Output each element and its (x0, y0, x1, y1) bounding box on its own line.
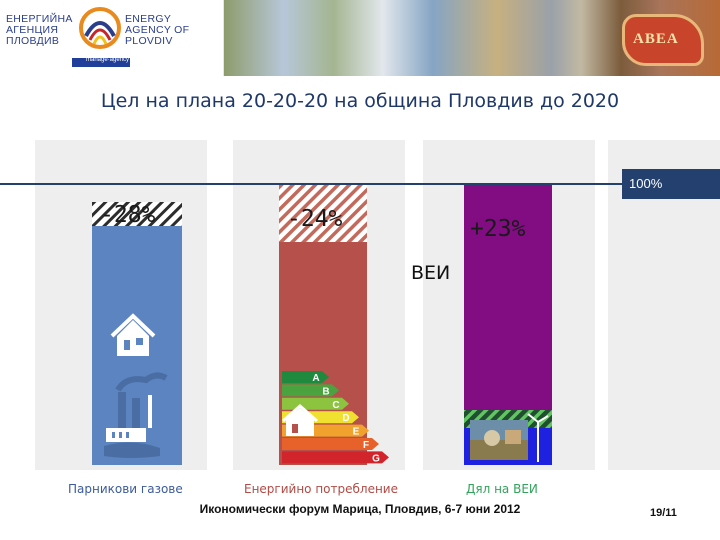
reference-label-box (622, 169, 720, 199)
bar-energy-hatched (279, 184, 367, 242)
energy-class-letter: D (342, 413, 349, 424)
renewables-photo (470, 420, 528, 460)
energy-class-letter: G (372, 453, 380, 464)
energy-class-arrow (282, 438, 379, 450)
house-icon (110, 313, 156, 356)
header-banner: ЕНЕРГИЙНА АГЕНЦИЯ ПЛОВДИВ ENERGY AGENCY … (0, 0, 720, 76)
energy-class-letter: C (332, 400, 339, 411)
category-label-renewables: Дял на ВЕИ (466, 482, 538, 496)
eu-flag-strip: manage·agency (72, 57, 130, 67)
energy-class-letter: E (353, 427, 360, 438)
bar-greenhouse-hatched (92, 202, 182, 226)
bar-renewables-label: +23% (470, 216, 526, 242)
category-label-greenhouse: Парникови газове (68, 482, 183, 496)
page-number: 19/11 (650, 507, 677, 519)
logo-bulgarian-text: ЕНЕРГИЙНА АГЕНЦИЯ ПЛОВДИВ (6, 13, 73, 47)
agency-emblem-icon (79, 7, 121, 49)
wind-turbine-icon (527, 413, 549, 462)
logo-english-text: ENERGY AGENCY OF PLOVDIV (125, 13, 190, 47)
event-footer: Икономически форум Марица, Пловдив, 6-7 … (199, 502, 521, 516)
abea-logo: ABEA (622, 14, 704, 66)
factory-icon (104, 372, 168, 458)
energy-class-arrow (282, 384, 339, 397)
reference-label: 100% (629, 176, 663, 191)
energy-agency-logo: ЕНЕРГИЙНА АГЕНЦИЯ ПЛОВДИВ ENERGY AGENCY … (0, 0, 224, 76)
energy-class-letter: B (322, 386, 329, 397)
bar-renewables-solid (464, 184, 552, 410)
energy-class-arrow (282, 451, 389, 464)
bar-energy-label: -24% (287, 206, 343, 232)
energy-class-arrow (282, 371, 329, 383)
renewables-annotation: ВЕИ (411, 262, 451, 284)
small-house-icon (282, 403, 318, 436)
energy-class-letter: A (312, 373, 319, 384)
page-title: Цел на плана 20-20-20 на община Пловдив … (100, 90, 620, 112)
category-label-energy: Енергийно потребление (244, 482, 398, 496)
energy-class-letter: F (363, 440, 369, 451)
bar-greenhouse-label: -28% (100, 202, 156, 228)
